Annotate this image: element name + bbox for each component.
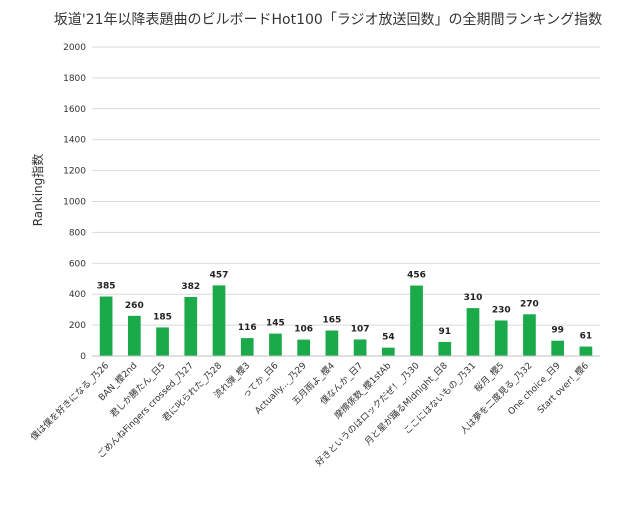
y-axis-label: Ranking指数 <box>30 154 45 227</box>
bar <box>325 330 339 356</box>
data-label: 61 <box>580 332 593 342</box>
data-label: 145 <box>266 319 285 329</box>
y-tick-label: 600 <box>69 259 86 269</box>
bar <box>410 285 423 356</box>
data-label: 185 <box>153 312 172 322</box>
data-label: 260 <box>125 301 144 311</box>
y-tick-label: 1400 <box>63 136 86 146</box>
category-label: One choice_日9 <box>506 360 563 417</box>
bar <box>99 296 113 356</box>
bar <box>381 347 395 356</box>
bar <box>523 314 536 356</box>
data-label: 382 <box>181 282 200 292</box>
data-labels: 385 260 185 382 457 116 145 106 165 107 54 456 91 310… <box>97 270 592 342</box>
bar <box>156 327 169 356</box>
y-tick-label: 1200 <box>63 167 86 177</box>
data-label: 456 <box>407 271 426 281</box>
bars <box>99 285 593 356</box>
chart-title: 坂道'21年以降表題曲のビルボードHot100「ラジオ放送回数」の全期間ランキン… <box>54 11 602 28</box>
bar <box>353 339 367 356</box>
bar <box>184 296 198 356</box>
bar <box>466 308 480 356</box>
y-tick-label: 1000 <box>63 198 86 208</box>
data-label: 270 <box>520 299 539 309</box>
data-label: 116 <box>238 323 257 333</box>
y-tick-label: 0 <box>80 352 86 362</box>
data-label: 457 <box>210 270 229 280</box>
bar <box>297 339 311 356</box>
data-label: 310 <box>464 293 483 303</box>
bar <box>269 333 282 356</box>
y-tick-label: 800 <box>69 228 86 238</box>
bar <box>438 341 452 356</box>
y-tick-label: 2000 <box>63 43 86 53</box>
data-label: 106 <box>294 325 313 335</box>
bar <box>127 315 141 356</box>
bar <box>494 320 508 356</box>
data-label: 107 <box>351 324 370 334</box>
y-tick-label: 1800 <box>63 74 86 84</box>
y-tick-label: 200 <box>69 321 86 331</box>
category-label: Actually..._乃29 <box>253 360 309 416</box>
data-label: 91 <box>439 327 452 337</box>
data-label: 54 <box>382 333 395 343</box>
bar <box>240 338 254 356</box>
bar <box>579 346 593 356</box>
data-label: 165 <box>322 316 341 326</box>
category-label: 僕は僕を好きになる_乃26 <box>28 359 112 443</box>
bar <box>212 285 226 356</box>
data-label: 230 <box>492 305 511 315</box>
gridlines <box>92 46 600 326</box>
data-label: 99 <box>551 326 564 336</box>
y-tick-label: 1600 <box>63 105 86 115</box>
y-tick-labels: 0 200 400 600 800 1000 1200 1400 1600 1800 2000 <box>63 43 86 362</box>
y-tick-label: 400 <box>69 290 86 300</box>
bar <box>551 340 565 356</box>
data-label: 385 <box>97 282 116 292</box>
category-labels: 僕は僕を好きになる_乃26BAN_櫻2nd君しか勝たん_日5ごめんねFinger… <box>28 359 591 468</box>
